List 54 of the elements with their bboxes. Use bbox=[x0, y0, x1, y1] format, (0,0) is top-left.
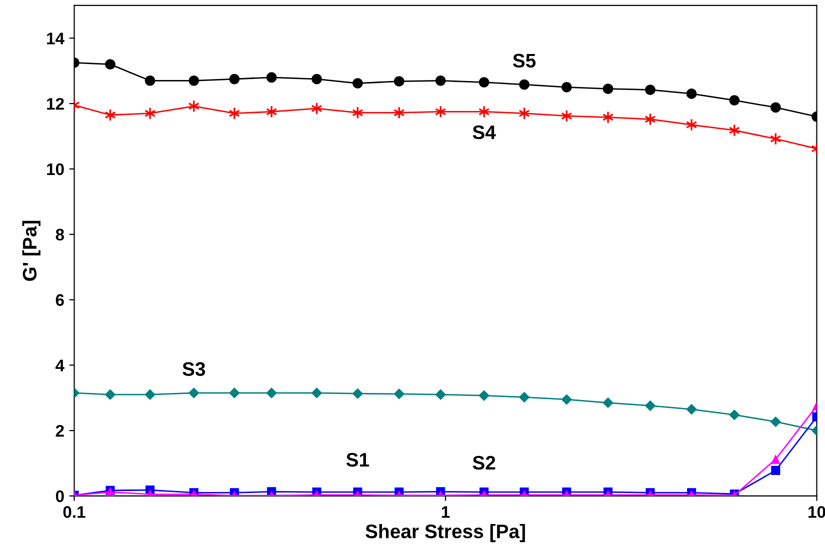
series-label: S2 bbox=[472, 456, 496, 470]
y-tick-label: 12 bbox=[47, 98, 64, 110]
point bbox=[770, 102, 781, 113]
point bbox=[602, 110, 614, 124]
point bbox=[478, 105, 490, 118]
point bbox=[352, 388, 363, 399]
point bbox=[435, 75, 446, 86]
x-tick-label: 0.1 bbox=[63, 506, 86, 518]
y-tick-label: 6 bbox=[56, 294, 64, 306]
y-tick-label: 10 bbox=[47, 163, 64, 176]
x-tick-label: 1 bbox=[442, 506, 450, 518]
y-tick-label: 2 bbox=[56, 424, 64, 437]
point bbox=[478, 77, 490, 88]
y-axis-title: G' [Pa] bbox=[22, 220, 40, 281]
point bbox=[144, 75, 156, 86]
point bbox=[435, 389, 446, 400]
point bbox=[602, 397, 614, 408]
point bbox=[229, 74, 240, 84]
point bbox=[478, 390, 490, 401]
x-tick-label: 10 bbox=[808, 506, 825, 518]
point bbox=[394, 388, 404, 400]
point bbox=[312, 74, 322, 84]
point bbox=[519, 392, 530, 402]
series-label: S3 bbox=[182, 362, 206, 376]
point bbox=[144, 106, 156, 120]
point bbox=[352, 78, 363, 88]
point bbox=[144, 389, 156, 400]
x-axis-title: Shear Stress [Pa] bbox=[366, 524, 525, 542]
point bbox=[394, 76, 404, 87]
point bbox=[229, 388, 240, 398]
point bbox=[686, 88, 697, 99]
y-tick-label: 8 bbox=[56, 228, 64, 241]
y-tick-label: 4 bbox=[56, 360, 64, 372]
point bbox=[686, 118, 698, 132]
point bbox=[561, 82, 572, 92]
point bbox=[561, 394, 572, 405]
point bbox=[644, 400, 656, 411]
series-label: S4 bbox=[472, 125, 496, 140]
series-label: S5 bbox=[512, 54, 536, 68]
y-tick-label: 14 bbox=[47, 32, 64, 44]
y-tick-label: 0 bbox=[56, 490, 64, 502]
point bbox=[729, 410, 740, 420]
point bbox=[519, 79, 530, 90]
series-label: S1 bbox=[346, 452, 370, 467]
point bbox=[770, 416, 781, 427]
point bbox=[105, 59, 116, 70]
point bbox=[645, 84, 656, 96]
point bbox=[602, 84, 614, 94]
point bbox=[104, 389, 116, 400]
point bbox=[771, 454, 780, 464]
point bbox=[686, 404, 697, 415]
point bbox=[771, 466, 780, 475]
point bbox=[729, 95, 740, 106]
point bbox=[311, 388, 322, 398]
